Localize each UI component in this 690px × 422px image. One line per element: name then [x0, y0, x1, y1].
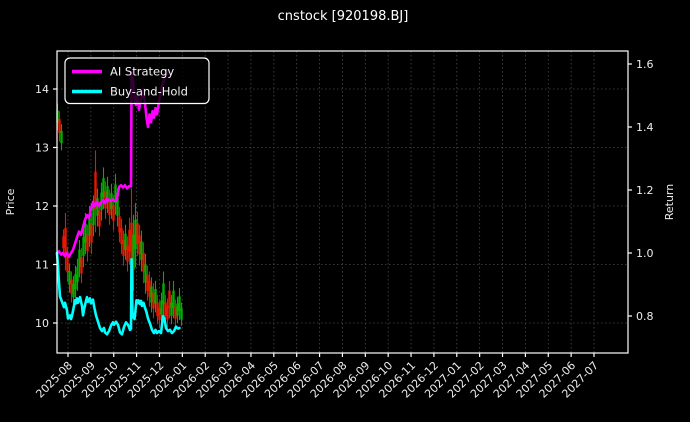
ai-strategy-line [55, 70, 170, 259]
line-series [55, 70, 181, 336]
y-left-tick-label: 11 [35, 259, 49, 272]
y-axis-label-left: Price [4, 188, 17, 215]
grid-layer [57, 51, 628, 353]
legend: AI Strategy Buy-and-Hold [64, 57, 210, 105]
candlestick-series [56, 103, 183, 328]
y-right-tick-label: 1.6 [636, 58, 654, 71]
axis-layer: 2025-082025-092025-102025-112025-122026-… [33, 58, 653, 401]
y-right-tick-label: 1.2 [636, 184, 654, 197]
y-right-tick-label: 1.0 [636, 247, 654, 260]
legend-label-buy-and-hold: Buy-and-Hold [110, 85, 188, 99]
y-axis-label-right: Return [663, 184, 676, 221]
y-left-tick-label: 14 [35, 83, 49, 96]
buy-and-hold-line [55, 251, 181, 336]
plot-border [56, 50, 629, 354]
y-left-tick-label: 12 [35, 200, 49, 213]
legend-label-ai-strategy: AI Strategy [110, 65, 174, 79]
y-right-tick-label: 0.8 [636, 310, 654, 323]
y-right-tick-label: 1.4 [636, 121, 654, 134]
y-left-tick-label: 13 [35, 142, 49, 155]
y-left-tick-label: 10 [35, 317, 49, 330]
chart-title: cnstock [920198.BJ] [278, 9, 409, 24]
